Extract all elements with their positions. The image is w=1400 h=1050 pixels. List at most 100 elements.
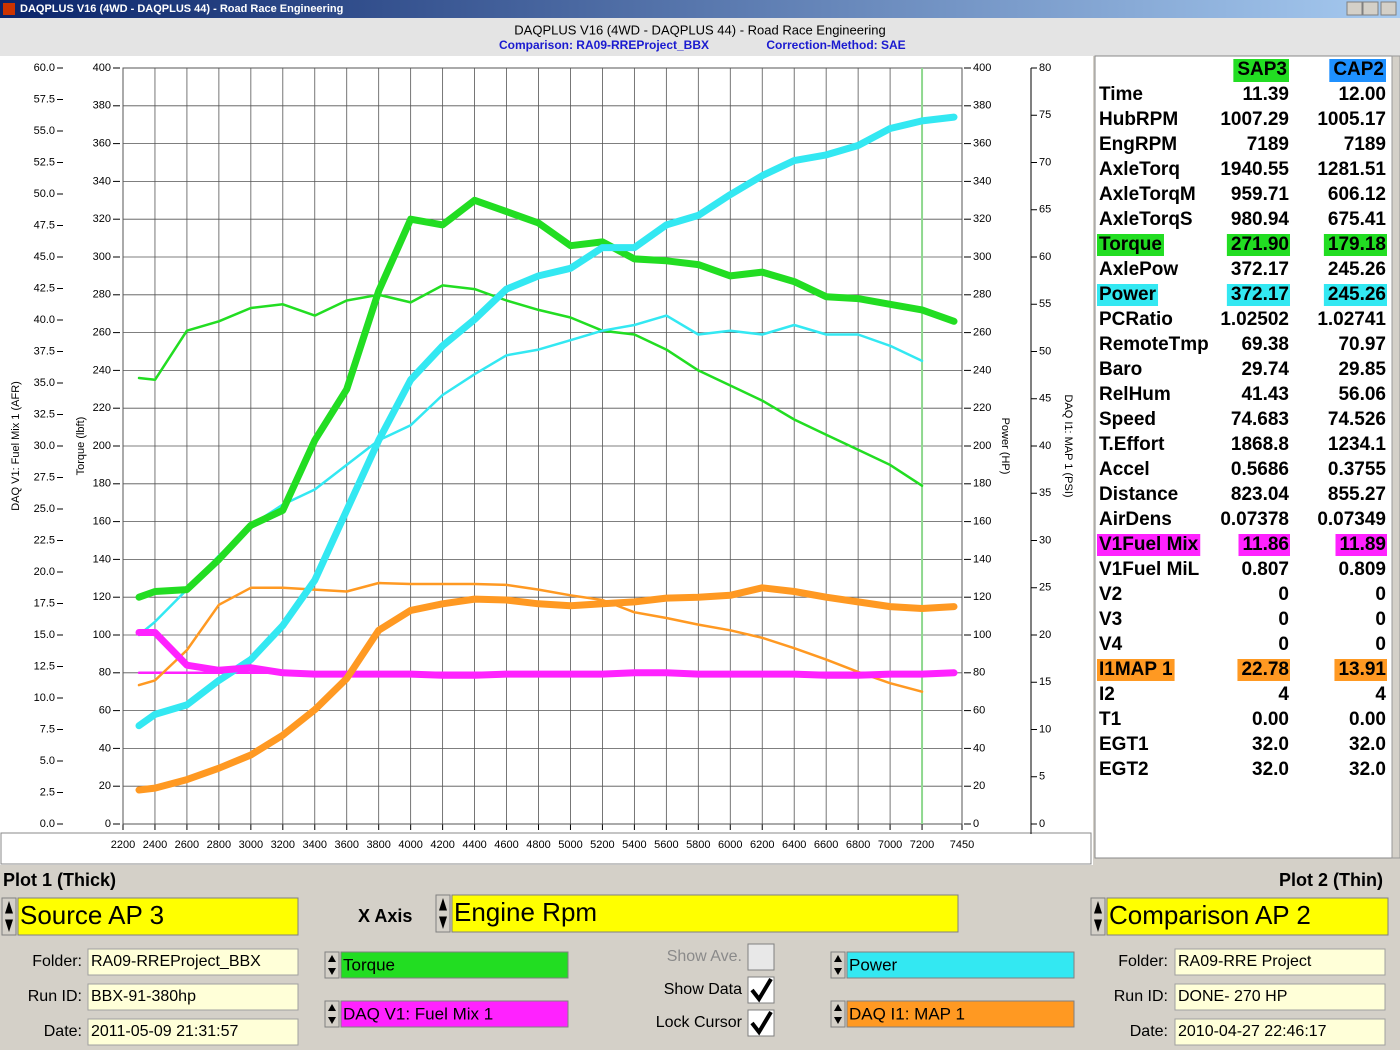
channel-name[interactable]: Torque	[343, 955, 395, 974]
y4-tick-label: 80	[1039, 62, 1051, 74]
window-title: DAQPLUS V16 (4WD - DAQPLUS 44) - Road Ra…	[20, 3, 343, 15]
x-tick-label: 7200	[910, 839, 934, 851]
comparison-select-box[interactable]	[1106, 897, 1389, 936]
channel-box[interactable]	[340, 1000, 569, 1028]
spinner-up[interactable]	[439, 898, 447, 911]
checkbox-label[interactable]: Show Data	[664, 981, 742, 998]
spinner[interactable]	[1, 897, 17, 936]
channel-name[interactable]: DAQ I1: MAP 1	[849, 1004, 965, 1023]
cell: 0.00	[1349, 709, 1386, 730]
spinner[interactable]	[324, 951, 340, 979]
source-select-box[interactable]	[17, 897, 299, 936]
cell: 11.39	[1243, 84, 1290, 105]
y3-tick-label: 220	[973, 402, 991, 414]
cell: 0	[1278, 634, 1289, 655]
y4-tick-label: 50	[1039, 345, 1051, 357]
row-highlight	[1097, 284, 1159, 306]
field-box	[1174, 948, 1386, 976]
checkbox-label: Show Ave.	[667, 948, 742, 965]
y3-tick-label: 400	[973, 62, 991, 74]
x-tick-label: 6600	[814, 839, 838, 851]
spinner-up[interactable]	[328, 1004, 336, 1011]
cell: 1007.29	[1220, 109, 1289, 130]
spinner-down[interactable]	[834, 1017, 842, 1024]
channel-name[interactable]: DAQ V1: Fuel Mix 1	[343, 1004, 493, 1023]
channel-box[interactable]	[846, 951, 1075, 979]
spinner-down[interactable]	[834, 968, 842, 975]
spinner-up[interactable]	[328, 955, 336, 962]
spinner[interactable]	[435, 894, 451, 933]
cell: 12.00	[1338, 84, 1386, 105]
x-axis-select[interactable]: Engine Rpm	[454, 897, 597, 927]
x-axis-select-box[interactable]	[451, 894, 959, 933]
row-label: V1Fuel Mix	[1099, 534, 1199, 555]
spinner-down[interactable]	[1094, 919, 1102, 933]
cell: 1868.8	[1231, 434, 1289, 455]
y2-tick-label: 340	[93, 175, 111, 187]
y3-tick-label: 100	[973, 629, 991, 641]
row-label: Accel	[1099, 459, 1150, 480]
checkbox-label[interactable]: Lock Cursor	[656, 1014, 743, 1031]
y4-tick-label: 70	[1039, 156, 1051, 168]
channel-name[interactable]: Power	[849, 955, 898, 974]
spinner-up[interactable]	[5, 901, 13, 914]
cell: 823.04	[1231, 484, 1290, 505]
spinner-down[interactable]	[328, 968, 336, 975]
row-highlight	[1097, 534, 1201, 556]
cell: 1234.1	[1328, 434, 1387, 455]
x-tick-label: 4600	[494, 839, 518, 851]
minimize-button[interactable]	[1346, 1, 1363, 16]
y-tick-label: 7.5	[40, 723, 55, 735]
spinner-down[interactable]	[5, 919, 13, 933]
channel-box[interactable]	[846, 1000, 1075, 1028]
cell: 4	[1278, 684, 1289, 705]
close-button[interactable]	[1380, 1, 1397, 16]
spinner-down[interactable]	[439, 916, 447, 930]
y-tick-label: 50.0	[34, 188, 55, 200]
cell: 0.3755	[1328, 459, 1387, 480]
restore-button[interactable]	[1362, 1, 1379, 16]
x-tick-label: 3000	[239, 839, 263, 851]
spinner-up[interactable]	[1094, 901, 1102, 914]
source-select[interactable]: Source AP 3	[20, 900, 164, 930]
cell: 855.27	[1328, 484, 1386, 505]
cell-highlight	[1323, 234, 1387, 256]
y-tick-label: 12.5	[34, 660, 55, 672]
column-header: CAP2	[1333, 59, 1384, 80]
comparison-select[interactable]: Comparison AP 2	[1109, 900, 1311, 930]
cell-highlight	[1335, 534, 1387, 556]
y3-tick-label: 360	[973, 138, 991, 150]
x-axis-label: X Axis	[358, 906, 412, 926]
x-tick-label: 5000	[558, 839, 582, 851]
spinner-down[interactable]	[328, 1017, 336, 1024]
spinner[interactable]	[830, 1000, 846, 1028]
x-tick-label: 4200	[430, 839, 454, 851]
spinner-up[interactable]	[834, 955, 842, 962]
row-label: V1Fuel MiL	[1099, 559, 1200, 580]
y-tick-label: 2.5	[40, 786, 55, 798]
scrollbar[interactable]	[1391, 55, 1400, 859]
y-tick-label: 40.0	[34, 314, 55, 326]
cell: 1.02502	[1220, 309, 1289, 330]
spinner[interactable]	[324, 1000, 340, 1028]
y4-tick-label: 25	[1039, 582, 1051, 594]
cell: 372.17	[1231, 284, 1289, 305]
spinner[interactable]	[1090, 897, 1106, 936]
y4-tick-label: 65	[1039, 204, 1051, 216]
app-icon	[3, 3, 15, 15]
y3-tick-label: 260	[973, 327, 991, 339]
y3-tick-label: 200	[973, 440, 991, 452]
y3-tick-label: 180	[973, 478, 991, 490]
field-label: Run ID:	[28, 988, 82, 1005]
y2-tick-label: 160	[93, 516, 111, 528]
spinner-up[interactable]	[834, 1004, 842, 1011]
cell: 372.17	[1231, 259, 1289, 280]
cell-highlight	[1334, 659, 1387, 681]
checkbox	[747, 943, 775, 971]
cell: 0	[1375, 609, 1386, 630]
cell: 606.12	[1328, 184, 1386, 205]
channel-box[interactable]	[340, 951, 569, 979]
axis-label: DAQ V1: Fuel Mix 1 (AFR)	[10, 381, 22, 511]
row-label: PCRatio	[1099, 309, 1173, 330]
spinner[interactable]	[830, 951, 846, 979]
